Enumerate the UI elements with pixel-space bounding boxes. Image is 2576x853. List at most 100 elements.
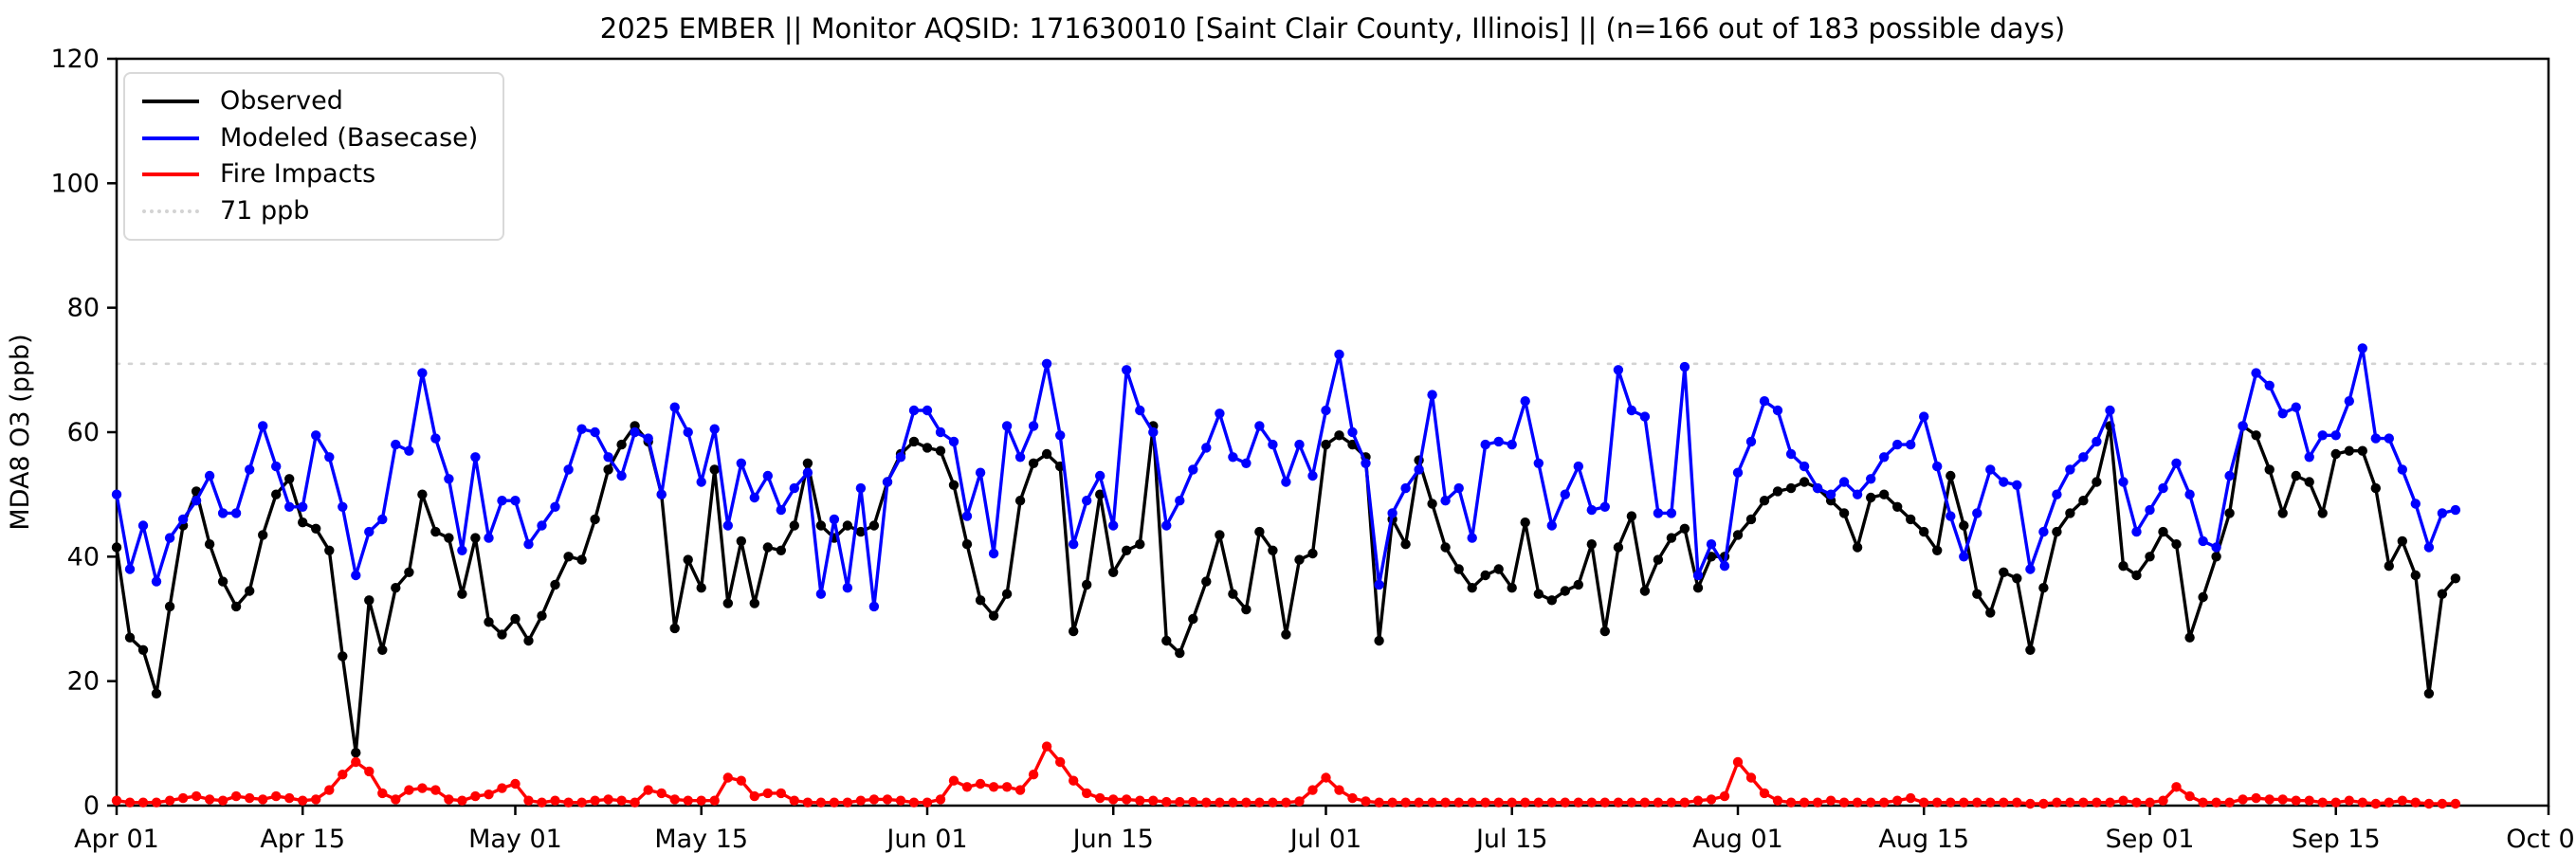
data-point xyxy=(2357,797,2367,808)
data-point xyxy=(789,520,799,531)
data-point xyxy=(2357,343,2367,354)
data-point xyxy=(1866,474,1876,484)
data-point xyxy=(1014,452,1026,463)
data-point xyxy=(1719,561,1730,572)
data-point xyxy=(1866,797,1876,808)
data-point xyxy=(1759,788,1770,799)
data-point xyxy=(1122,365,1132,375)
data-point xyxy=(404,445,414,456)
x-tick-label: Sep 01 xyxy=(2106,825,2195,853)
data-point xyxy=(1799,477,1810,487)
data-point xyxy=(616,470,627,481)
data-point xyxy=(2105,405,2115,416)
data-point xyxy=(789,482,799,494)
data-point xyxy=(2052,797,2062,808)
data-point xyxy=(2370,482,2381,494)
data-point xyxy=(497,496,507,506)
data-point xyxy=(1613,797,1624,808)
y-tick-label: 40 xyxy=(67,542,100,572)
data-point xyxy=(2304,795,2314,806)
data-point xyxy=(1932,545,1943,555)
data-point xyxy=(1453,482,1464,494)
data-point xyxy=(1334,349,1344,360)
data-point xyxy=(364,595,375,606)
data-point xyxy=(1361,796,1371,807)
data-point xyxy=(1281,797,1291,808)
data-point xyxy=(550,501,560,512)
data-point xyxy=(338,501,348,512)
data-point xyxy=(1241,797,1251,808)
legend-item: Fire Impacts xyxy=(142,160,478,189)
data-point xyxy=(204,470,215,481)
data-point xyxy=(1108,567,1119,577)
data-point xyxy=(1387,508,1398,518)
data-point xyxy=(2291,470,2301,481)
data-point xyxy=(1334,430,1344,441)
y-tick-label: 0 xyxy=(83,791,100,821)
data-point xyxy=(1321,439,1331,450)
data-point xyxy=(311,794,321,805)
data-point xyxy=(895,452,906,463)
data-point xyxy=(2344,795,2354,806)
data-point xyxy=(2437,508,2448,518)
data-point xyxy=(151,797,162,808)
data-point xyxy=(2450,573,2461,584)
data-point xyxy=(2397,535,2407,547)
data-point xyxy=(470,533,481,543)
data-point xyxy=(1028,458,1039,468)
data-point xyxy=(1626,405,1637,416)
x-tick-label: Jul 01 xyxy=(1288,825,1362,853)
data-point xyxy=(1999,477,2009,487)
data-point xyxy=(338,770,348,780)
data-point xyxy=(484,789,494,800)
data-point xyxy=(470,790,481,802)
data-point xyxy=(1041,448,1052,460)
data-point xyxy=(1254,526,1265,537)
data-point xyxy=(563,797,574,808)
data-point xyxy=(137,520,149,531)
data-point xyxy=(271,489,282,499)
data-point xyxy=(709,424,720,434)
data-point xyxy=(2238,421,2248,431)
data-point xyxy=(324,545,335,555)
data-point xyxy=(124,797,136,808)
data-point xyxy=(1294,439,1305,450)
data-point xyxy=(1719,790,1730,802)
data-point xyxy=(523,795,534,806)
data-point xyxy=(1639,797,1651,808)
data-point xyxy=(2264,380,2275,390)
data-point xyxy=(2198,535,2208,547)
data-point xyxy=(1414,464,1424,475)
data-point xyxy=(1586,797,1598,808)
x-tick-label: Apr 15 xyxy=(260,825,345,853)
data-point xyxy=(1706,539,1717,550)
data-point xyxy=(1041,358,1052,369)
data-point xyxy=(1175,496,1185,506)
data-point xyxy=(324,785,335,795)
data-point xyxy=(1215,797,1225,808)
data-point xyxy=(1347,439,1358,450)
x-tick-label: Jun 01 xyxy=(885,825,967,853)
data-point xyxy=(776,545,786,555)
data-point xyxy=(2224,797,2235,808)
data-point xyxy=(1082,579,1092,590)
data-point xyxy=(1946,511,1956,521)
data-point xyxy=(537,520,547,531)
data-point xyxy=(1334,785,1344,795)
data-point xyxy=(204,539,215,550)
data-point xyxy=(802,467,813,478)
data-point xyxy=(2025,564,2036,574)
data-point xyxy=(1241,604,1251,615)
data-point xyxy=(2052,489,2062,499)
data-point xyxy=(1427,499,1437,509)
data-point xyxy=(842,520,853,531)
data-point xyxy=(1613,542,1624,553)
data-point xyxy=(1014,785,1026,795)
data-point xyxy=(1374,635,1384,646)
data-point xyxy=(1825,489,1836,499)
data-point xyxy=(2012,480,2022,490)
data-point xyxy=(669,794,680,805)
data-point xyxy=(1892,795,1903,806)
data-point xyxy=(2171,539,2182,550)
data-point xyxy=(1440,496,1451,506)
